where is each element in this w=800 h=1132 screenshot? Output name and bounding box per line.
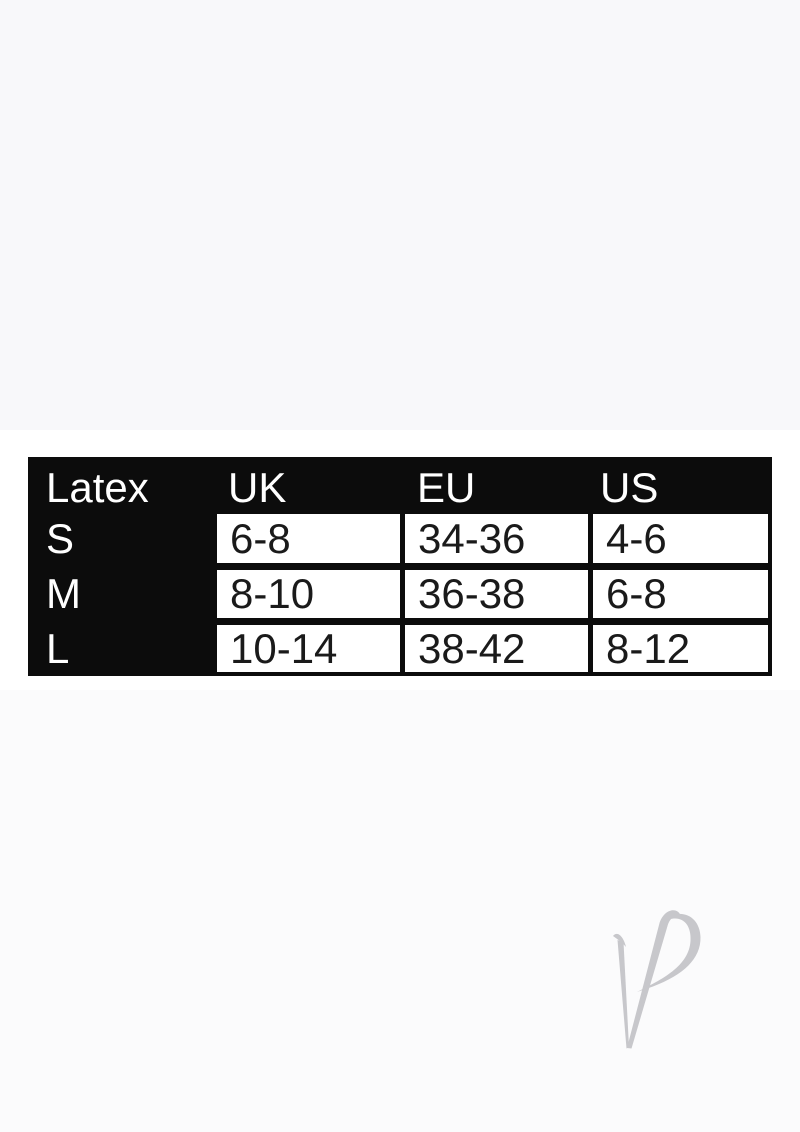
background-band-bottom bbox=[0, 690, 800, 1132]
cell-m-us: 6-8 bbox=[593, 570, 768, 618]
column-header-us: US bbox=[600, 464, 659, 511]
cell-m-eu: 36-38 bbox=[405, 570, 588, 618]
cell-s-uk: 6-8 bbox=[217, 514, 400, 563]
row-label-medium: M bbox=[46, 570, 81, 617]
cell-m-uk: 8-10 bbox=[217, 570, 400, 618]
cell-s-us: 4-6 bbox=[593, 514, 768, 563]
cell-s-eu: 34-36 bbox=[405, 514, 588, 563]
script-vp-monogram-icon bbox=[613, 910, 701, 1049]
row-label-large: L bbox=[46, 624, 70, 672]
column-header-eu: EU bbox=[417, 464, 476, 511]
cell-l-eu: 38-42 bbox=[405, 625, 588, 672]
cell-l-us: 8-12 bbox=[593, 625, 768, 672]
background-band-top bbox=[0, 0, 800, 430]
column-header-uk: UK bbox=[228, 464, 287, 511]
row-label-small: S bbox=[46, 514, 75, 562]
size-chart-table: Latex UK EU US S M L 6-8 34-36 4-6 8-10 … bbox=[28, 457, 772, 676]
size-chart-title: Latex bbox=[46, 464, 149, 511]
cell-l-uk: 10-14 bbox=[217, 625, 400, 672]
